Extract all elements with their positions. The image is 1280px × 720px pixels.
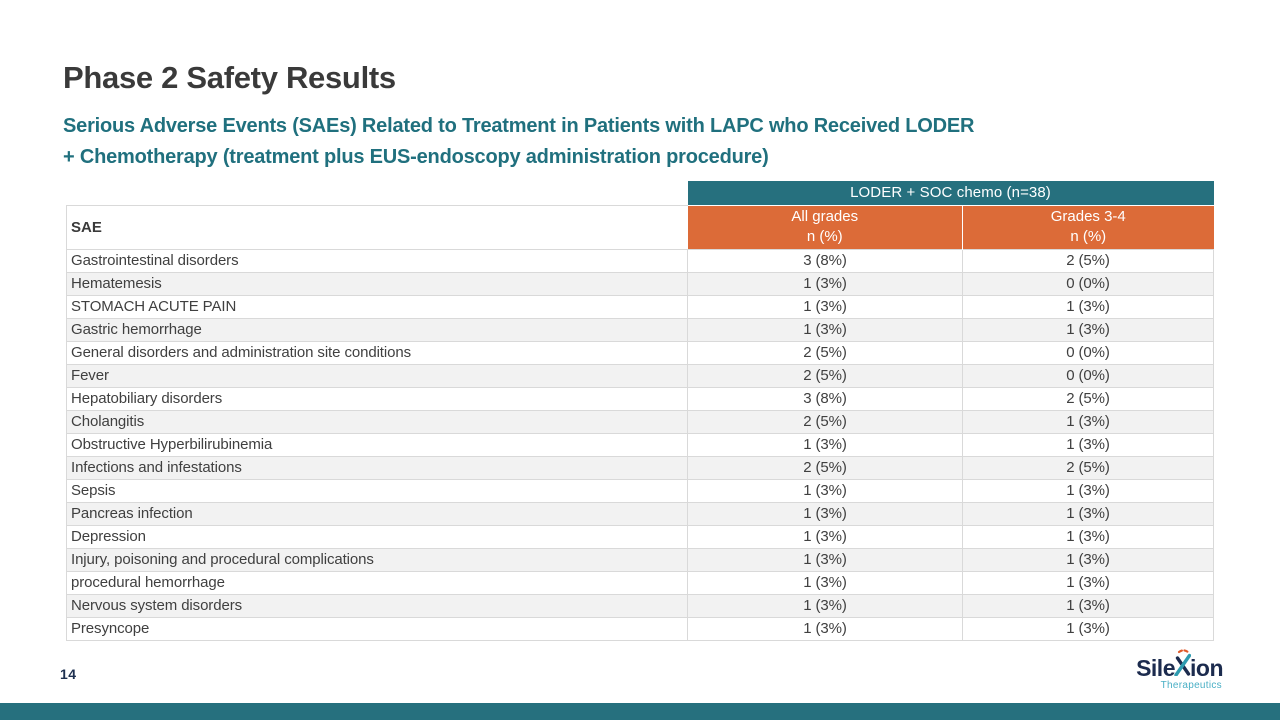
- logo-brand-text: Sile ion: [1136, 648, 1224, 680]
- sae-cell: Cholangitis: [66, 409, 688, 434]
- table-row: Presyncope 1 (3%) 1 (3%): [66, 616, 1215, 641]
- sae-cell: Infections and infestations: [66, 455, 688, 480]
- table-row: Gastric hemorrhage 1 (3%) 1 (3%): [66, 317, 1215, 342]
- all-grades-cell: 1 (3%): [687, 616, 963, 641]
- all-grades-cell: 1 (3%): [687, 501, 963, 526]
- column-header-grades-3-4: Grades 3-4 n (%): [961, 205, 1214, 249]
- grades-3-4-cell: 1 (3%): [961, 317, 1215, 342]
- silexion-logo: Sile ion Therapeutics: [1113, 648, 1224, 691]
- table-row: procedural hemorrhage 1 (3%) 1 (3%): [66, 570, 1215, 595]
- all-grades-cell: 3 (8%): [687, 248, 963, 273]
- grades-3-4-cell: 1 (3%): [961, 409, 1215, 434]
- table-row: Hepatobiliary disorders 3 (8%) 2 (5%): [66, 386, 1215, 411]
- all-grades-cell: 1 (3%): [687, 524, 963, 549]
- grades-3-4-cell: 1 (3%): [961, 616, 1215, 641]
- table-row: Pancreas infection 1 (3%) 1 (3%): [66, 501, 1215, 526]
- table-row: Nervous system disorders 1 (3%) 1 (3%): [66, 593, 1215, 618]
- table-row: Infections and infestations 2 (5%) 2 (5%…: [66, 455, 1215, 480]
- sae-cell: Depression: [66, 524, 688, 549]
- all-grades-cell: 3 (8%): [687, 386, 963, 411]
- table-body: Gastrointestinal disorders 3 (8%) 2 (5%)…: [66, 248, 1215, 641]
- sae-table: LODER + SOC chemo (n=38) SAE All grades …: [66, 181, 1215, 641]
- page-title: Phase 2 Safety Results: [63, 60, 396, 95]
- table-row: Injury, poisoning and procedural complic…: [66, 547, 1215, 572]
- all-grades-cell: 1 (3%): [687, 593, 963, 618]
- column-header-all-grades: All grades n (%): [687, 205, 963, 249]
- column-header-sae: SAE: [66, 204, 688, 250]
- grades-3-4-cell: 1 (3%): [961, 478, 1215, 503]
- all-grades-cell: 1 (3%): [687, 317, 963, 342]
- table-row: STOMACH ACUTE PAIN 1 (3%) 1 (3%): [66, 294, 1215, 319]
- grades-3-4-cell: 0 (0%): [961, 271, 1215, 296]
- sae-cell: Hematemesis: [66, 271, 688, 296]
- grades-3-4-cell: 1 (3%): [961, 524, 1215, 549]
- sae-cell: General disorders and administration sit…: [66, 340, 688, 365]
- sae-cell: Gastric hemorrhage: [66, 317, 688, 342]
- table-row: General disorders and administration sit…: [66, 340, 1215, 365]
- all-grades-cell: 1 (3%): [687, 432, 963, 457]
- grades-3-4-cell: 1 (3%): [961, 593, 1215, 618]
- slide-subtitle: Serious Adverse Events (SAEs) Related to…: [63, 111, 1223, 173]
- all-grades-cell: 1 (3%): [687, 271, 963, 296]
- sae-cell: procedural hemorrhage: [66, 570, 688, 595]
- table-row: Sepsis 1 (3%) 1 (3%): [66, 478, 1215, 503]
- table-group-header: LODER + SOC chemo (n=38): [687, 181, 1214, 206]
- grades-3-4-cell: 2 (5%): [961, 248, 1215, 273]
- grades-3-4-cell: 1 (3%): [961, 570, 1215, 595]
- all-grades-cell: 1 (3%): [687, 294, 963, 319]
- all-grades-cell: 2 (5%): [687, 409, 963, 434]
- grades-3-4-cell: 2 (5%): [961, 455, 1215, 480]
- logo-sub-text: Therapeutics: [1160, 680, 1222, 691]
- table-row: Obstructive Hyperbilirubinemia 1 (3%) 1 …: [66, 432, 1215, 457]
- table-row: Cholangitis 2 (5%) 1 (3%): [66, 409, 1215, 434]
- sae-cell: Presyncope: [66, 616, 688, 641]
- sae-cell: Injury, poisoning and procedural complic…: [66, 547, 688, 572]
- subtitle-line-2: + Chemotherapy (treatment plus EUS-endos…: [63, 146, 769, 168]
- footer-accent-bar: [0, 703, 1280, 720]
- all-grades-cell: 1 (3%): [687, 547, 963, 572]
- all-grades-cell: 2 (5%): [687, 340, 963, 365]
- grades-3-4-cell: 0 (0%): [961, 340, 1215, 365]
- all-grades-cell: 2 (5%): [687, 455, 963, 480]
- sae-cell: Hepatobiliary disorders: [66, 386, 688, 411]
- all-grades-cell: 1 (3%): [687, 570, 963, 595]
- table-row: Gastrointestinal disorders 3 (8%) 2 (5%): [66, 248, 1215, 273]
- sae-cell: Pancreas infection: [66, 501, 688, 526]
- table-blank-corner: [66, 181, 688, 205]
- grades-3-4-cell: 1 (3%): [961, 547, 1215, 572]
- page-number: 14: [60, 666, 77, 682]
- sae-cell: Gastrointestinal disorders: [66, 248, 688, 273]
- grades-3-4-cell: 1 (3%): [961, 501, 1215, 526]
- logo-x-icon: [1174, 649, 1191, 676]
- sae-cell: STOMACH ACUTE PAIN: [66, 294, 688, 319]
- sae-cell: Fever: [66, 363, 688, 388]
- all-grades-cell: 1 (3%): [687, 478, 963, 503]
- sae-cell: Obstructive Hyperbilirubinemia: [66, 432, 688, 457]
- sae-cell: Nervous system disorders: [66, 593, 688, 618]
- grades-3-4-cell: 1 (3%): [961, 432, 1215, 457]
- table-row: Depression 1 (3%) 1 (3%): [66, 524, 1215, 549]
- subtitle-line-1: Serious Adverse Events (SAEs) Related to…: [63, 115, 975, 137]
- table-row: Fever 2 (5%) 0 (0%): [66, 363, 1215, 388]
- grades-3-4-cell: 2 (5%): [961, 386, 1215, 411]
- grades-3-4-cell: 1 (3%): [961, 294, 1215, 319]
- table-row: Hematemesis 1 (3%) 0 (0%): [66, 271, 1215, 296]
- all-grades-cell: 2 (5%): [687, 363, 963, 388]
- sae-cell: Sepsis: [66, 478, 688, 503]
- grades-3-4-cell: 0 (0%): [961, 363, 1215, 388]
